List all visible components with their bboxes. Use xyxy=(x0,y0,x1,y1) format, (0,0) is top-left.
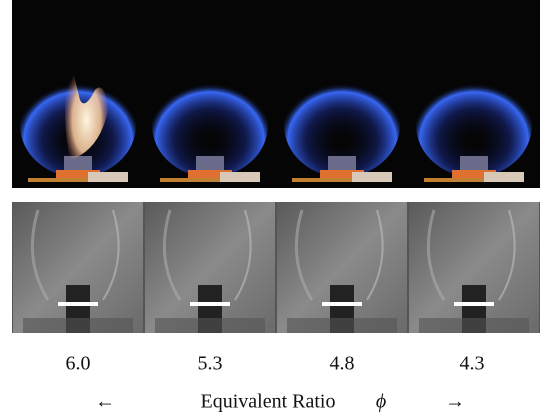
panel-label: 6.0 xyxy=(66,353,91,375)
left-arrow: ← xyxy=(95,391,115,413)
panel-label: 4.3 xyxy=(460,353,485,375)
axis-label: Equivalent Ratio xyxy=(201,391,336,413)
flame-photographs xyxy=(12,0,540,188)
panel-label: 5.3 xyxy=(198,353,223,375)
schlieren-images xyxy=(12,202,540,333)
axis-symbol: ϕ xyxy=(376,391,386,413)
panel-label: 4.8 xyxy=(330,353,355,375)
figure: 6.0 5.3 4.8 4.3 ← Equivalent Ratio ϕ → xyxy=(0,0,544,416)
right-arrow: → xyxy=(445,391,465,413)
